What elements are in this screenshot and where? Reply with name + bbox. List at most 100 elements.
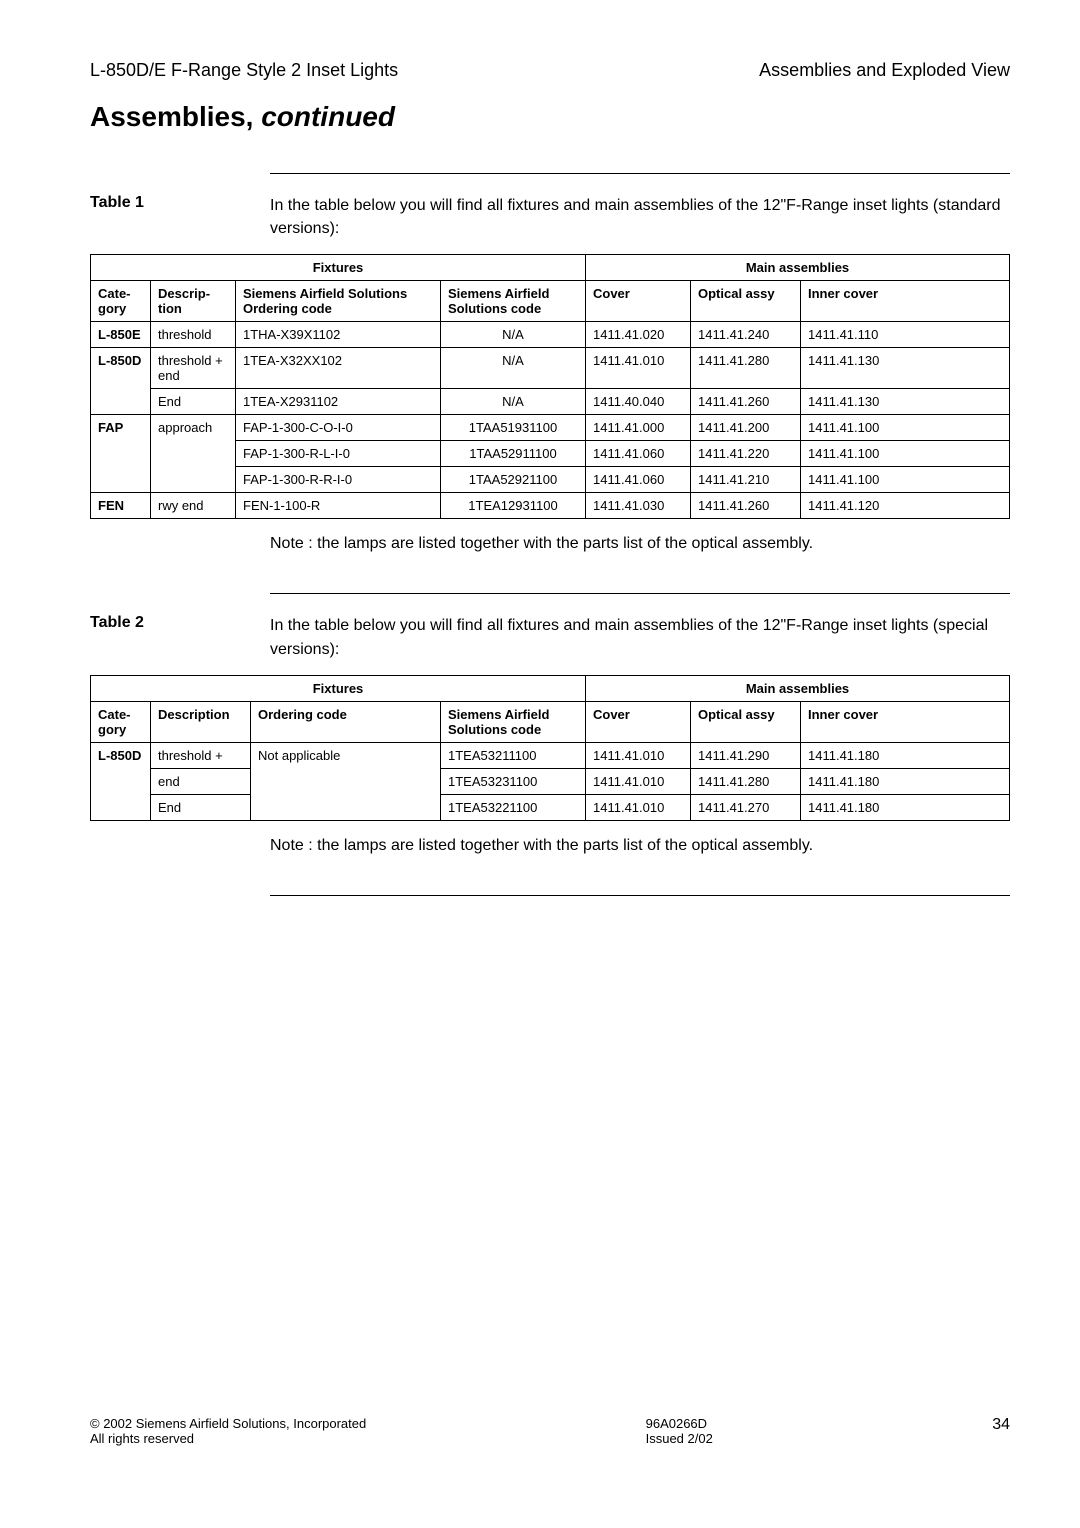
table2-note: Note : the lamps are listed together wit… [270, 837, 1010, 855]
title-italic: continued [261, 101, 395, 132]
page-title: Assemblies, continued [90, 101, 1010, 133]
cell-ordering: FAP-1-300-C-O-I-0 [236, 415, 441, 441]
footer-rights: All rights reserved [90, 1431, 366, 1446]
table-row: Fixtures Main assemblies [91, 255, 1010, 281]
col-inner-cover: Inner cover [801, 701, 1010, 742]
table-row: L-850Ethreshold1THA-X39X1102N/A1411.41.0… [91, 322, 1010, 348]
cell-cover: 1411.41.060 [586, 467, 691, 493]
cell-ordering: Not applicable [251, 742, 441, 820]
cell-category: L-850D [91, 742, 151, 820]
cell-cover: 1411.41.030 [586, 493, 691, 519]
cell-solutions: N/A [441, 348, 586, 389]
fixtures-header: Fixtures [91, 675, 586, 701]
cell-optical: 1411.41.210 [691, 467, 801, 493]
col-description: Descrip-tion [151, 281, 236, 322]
cell-solutions: 1TEA53231100 [441, 768, 586, 794]
cell-inner: 1411.41.100 [801, 415, 1010, 441]
cell-inner: 1411.41.180 [801, 794, 1010, 820]
cell-solutions: 1TEA53221100 [441, 794, 586, 820]
cell-ordering: FAP-1-300-R-R-I-0 [236, 467, 441, 493]
cell-solutions: 1TEA12931100 [441, 493, 586, 519]
table2-label: Table 2 [90, 614, 270, 660]
cell-inner: 1411.41.120 [801, 493, 1010, 519]
cell-optical: 1411.41.200 [691, 415, 801, 441]
cell-optical: 1411.41.260 [691, 493, 801, 519]
cell-inner: 1411.41.180 [801, 768, 1010, 794]
col-solutions-code: Siemens Airfield Solutions code [441, 281, 586, 322]
cell-optical: 1411.41.270 [691, 794, 801, 820]
col-cover: Cover [586, 281, 691, 322]
cell-solutions: 1TAA52911100 [441, 441, 586, 467]
table2: Fixtures Main assemblies Cate-gory Descr… [90, 675, 1010, 821]
cell-ordering: 1TEA-X32XX102 [236, 348, 441, 389]
main-assemblies-header: Main assemblies [586, 255, 1010, 281]
cell-description: end [151, 768, 251, 794]
table-row: FAPapproachFAP-1-300-C-O-I-01TAA51931100… [91, 415, 1010, 441]
table-row: End1TEA-X2931102N/A1411.40.0401411.41.26… [91, 389, 1010, 415]
cell-cover: 1411.41.020 [586, 322, 691, 348]
cell-solutions: 1TAA51931100 [441, 415, 586, 441]
cell-category: L-850E [91, 322, 151, 348]
cell-description: End [151, 389, 236, 415]
cell-category: FEN [91, 493, 151, 519]
fixtures-header: Fixtures [91, 255, 586, 281]
col-cover: Cover [586, 701, 691, 742]
cell-ordering: FEN-1-100-R [236, 493, 441, 519]
divider [270, 173, 1010, 174]
table1-caption: In the table below you will find all fix… [270, 194, 1010, 240]
cell-description: approach [151, 415, 236, 493]
col-category: Cate-gory [91, 281, 151, 322]
cell-description: threshold + end [151, 348, 236, 389]
cell-optical: 1411.41.240 [691, 322, 801, 348]
table-row: L-850Dthreshold +Not applicable1TEA53211… [91, 742, 1010, 768]
cell-category: L-850D [91, 348, 151, 415]
cell-cover: 1411.41.010 [586, 348, 691, 389]
col-ordering-code: Ordering code [251, 701, 441, 742]
cell-cover: 1411.41.000 [586, 415, 691, 441]
table-row: FENrwy endFEN-1-100-R1TEA129311001411.41… [91, 493, 1010, 519]
cell-ordering: 1TEA-X2931102 [236, 389, 441, 415]
cell-solutions: N/A [441, 322, 586, 348]
cell-inner: 1411.41.180 [801, 742, 1010, 768]
table-row: Cate-gory Description Ordering code Siem… [91, 701, 1010, 742]
cell-optical: 1411.41.260 [691, 389, 801, 415]
cell-description: rwy end [151, 493, 236, 519]
cell-inner: 1411.41.130 [801, 389, 1010, 415]
cell-ordering: 1THA-X39X1102 [236, 322, 441, 348]
cell-optical: 1411.41.280 [691, 768, 801, 794]
page-footer: © 2002 Siemens Airfield Solutions, Incor… [90, 1416, 1010, 1446]
cell-cover: 1411.41.010 [586, 794, 691, 820]
cell-inner: 1411.41.100 [801, 441, 1010, 467]
table-row: end 1TEA532311001411.41.0101411.41.280141… [91, 768, 1010, 794]
col-ordering-code: Siemens Airfield Solutions Ordering code [236, 281, 441, 322]
col-description: Description [151, 701, 251, 742]
cell-category: FAP [91, 415, 151, 493]
table-row: Cate-gory Descrip-tion Siemens Airfield … [91, 281, 1010, 322]
cell-solutions: 1TEA53211100 [441, 742, 586, 768]
header-left: L-850D/E F-Range Style 2 Inset Lights [90, 60, 398, 81]
cell-cover: 1411.41.060 [586, 441, 691, 467]
title-plain: Assemblies, [90, 101, 261, 132]
cell-cover: 1411.41.010 [586, 742, 691, 768]
table-row: End 1TEA532211001411.41.0101411.41.270141… [91, 794, 1010, 820]
cell-inner: 1411.41.110 [801, 322, 1010, 348]
cell-cover: 1411.41.010 [586, 768, 691, 794]
col-optical-assy: Optical assy [691, 701, 801, 742]
divider [270, 593, 1010, 594]
col-category: Cate-gory [91, 701, 151, 742]
footer-issued: Issued 2/02 [646, 1431, 713, 1446]
footer-page-number: 34 [992, 1416, 1010, 1446]
divider [270, 895, 1010, 896]
cell-inner: 1411.41.100 [801, 467, 1010, 493]
cell-solutions: 1TAA52921100 [441, 467, 586, 493]
table1: Fixtures Main assemblies Cate-gory Descr… [90, 254, 1010, 519]
cell-description: threshold + [151, 742, 251, 768]
cell-description: End [151, 794, 251, 820]
cell-inner: 1411.41.130 [801, 348, 1010, 389]
cell-optical: 1411.41.220 [691, 441, 801, 467]
col-optical-assy: Optical assy [691, 281, 801, 322]
cell-solutions: N/A [441, 389, 586, 415]
main-assemblies-header: Main assemblies [586, 675, 1010, 701]
table1-label: Table 1 [90, 194, 270, 240]
table-row: Fixtures Main assemblies [91, 675, 1010, 701]
